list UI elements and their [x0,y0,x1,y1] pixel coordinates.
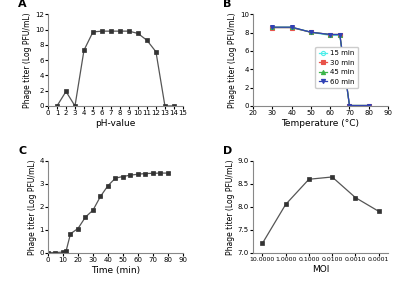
X-axis label: pH-value: pH-value [95,119,136,128]
Text: A: A [18,0,27,9]
Text: B: B [223,0,232,9]
Text: C: C [18,146,26,156]
Legend: 15 min, 30 min, 45 min, 60 min: 15 min, 30 min, 45 min, 60 min [316,47,358,88]
X-axis label: Temperature (°C): Temperature (°C) [282,119,360,128]
Y-axis label: Phage titer (Log PFU/mL): Phage titer (Log PFU/mL) [23,12,32,108]
Y-axis label: Phage titer (Log PFU/mL): Phage titer (Log PFU/mL) [28,159,36,255]
Y-axis label: Phage titer (Log PFU/mL): Phage titer (Log PFU/mL) [226,159,235,255]
Y-axis label: Phage titer (Log PFU/mL): Phage titer (Log PFU/mL) [228,12,237,108]
X-axis label: Time (min): Time (min) [91,265,140,274]
X-axis label: MOI: MOI [312,265,329,274]
Text: D: D [223,146,233,156]
